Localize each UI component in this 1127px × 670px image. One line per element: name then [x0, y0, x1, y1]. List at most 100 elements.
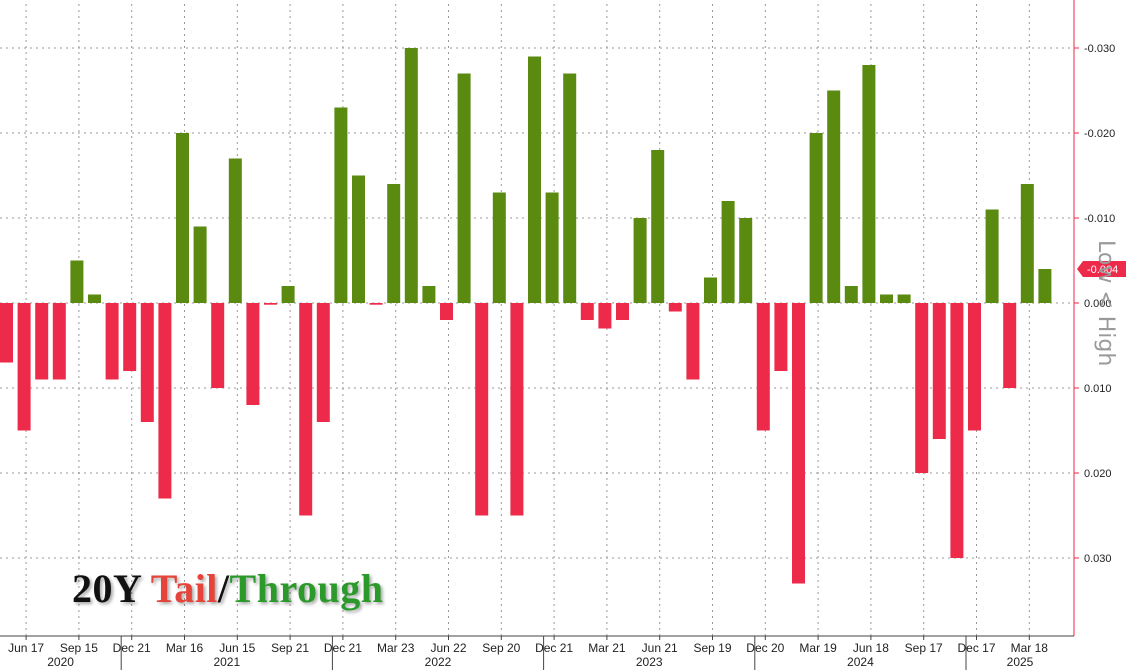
bar — [123, 303, 137, 371]
bar — [985, 209, 999, 303]
bar — [369, 303, 383, 305]
bar — [1038, 269, 1052, 303]
x-tick-label: Dec 17 — [957, 641, 995, 655]
x-tick-label: Sep 19 — [693, 641, 731, 655]
bar — [563, 73, 577, 303]
x-tick-label: Jun 21 — [642, 641, 678, 655]
bar — [844, 286, 858, 303]
bar — [158, 303, 172, 499]
axis-side-label: Low < High — [1090, 240, 1120, 410]
bar — [475, 303, 489, 516]
bar — [528, 56, 541, 303]
bar — [686, 303, 700, 380]
bar — [457, 73, 471, 303]
bar — [756, 303, 770, 431]
bar — [651, 150, 665, 303]
bar — [316, 303, 330, 422]
bar — [950, 303, 964, 558]
x-tick-label: Dec 21 — [535, 641, 573, 655]
bar — [404, 48, 418, 303]
bar — [739, 218, 753, 303]
bar — [281, 286, 295, 303]
bar — [510, 303, 524, 516]
x-tick-label: Dec 21 — [113, 641, 151, 655]
x-tick-label: Mar 21 — [588, 641, 626, 655]
y-tick-label: 0.010 — [1084, 383, 1112, 395]
x-tick-label: Jun 22 — [430, 641, 466, 655]
x-tick-label: Mar 19 — [799, 641, 837, 655]
bar — [809, 133, 823, 303]
bar — [352, 175, 365, 303]
x-tick-label: Jun 15 — [219, 641, 255, 655]
x-tick-label: Mar 23 — [377, 641, 415, 655]
bar — [52, 303, 66, 380]
last-value-tag: -0.004 — [1077, 261, 1126, 277]
bar — [70, 260, 84, 303]
bar — [704, 277, 717, 303]
x-tick-label: Dec 21 — [324, 641, 362, 655]
bar — [440, 303, 453, 320]
title-slash: / — [217, 566, 230, 611]
bar — [105, 303, 119, 380]
bar — [827, 90, 841, 303]
year-label: 2022 — [425, 655, 452, 669]
bar — [334, 107, 348, 303]
bar — [193, 226, 207, 303]
bar — [968, 303, 981, 431]
x-tick-label: Dec 20 — [746, 641, 784, 655]
x-tick-label: Sep 21 — [271, 641, 309, 655]
x-tick-label: Jun 17 — [8, 641, 44, 655]
x-tick-label: Sep 17 — [905, 641, 943, 655]
bar — [492, 192, 506, 303]
last-value-tag-bg — [1077, 261, 1126, 277]
bar — [176, 133, 189, 303]
x-tick-label: Mar 18 — [1011, 641, 1049, 655]
bar — [792, 303, 805, 584]
bar — [264, 303, 277, 305]
bar — [633, 218, 647, 303]
year-label: 2025 — [1007, 655, 1034, 669]
bar — [387, 184, 401, 303]
bar — [140, 303, 154, 422]
bar — [668, 303, 682, 312]
bar — [211, 303, 225, 388]
year-label: 2021 — [213, 655, 240, 669]
y-tick-label: 0.000 — [1084, 298, 1112, 310]
bar — [915, 303, 929, 473]
bar — [932, 303, 946, 439]
bar — [299, 303, 313, 516]
year-label: 2023 — [636, 655, 663, 669]
x-tick-label: Sep 20 — [482, 641, 520, 655]
bar — [88, 294, 101, 303]
bar — [880, 294, 893, 303]
year-label: 2020 — [47, 655, 74, 669]
y-tick-label: -0.030 — [1084, 43, 1115, 55]
bar — [246, 303, 260, 405]
bar — [862, 65, 876, 303]
y-tick-label: 0.020 — [1084, 468, 1112, 480]
y-tick-label: -0.010 — [1084, 213, 1115, 225]
x-tick-label: Jun 18 — [853, 641, 889, 655]
bar — [545, 192, 559, 303]
bar — [616, 303, 629, 320]
bar — [0, 303, 13, 363]
axis-side-label-text: Low < High — [1093, 240, 1118, 367]
bar — [774, 303, 788, 371]
bar — [580, 303, 594, 320]
bar — [897, 294, 911, 303]
title-through: Through — [229, 566, 384, 611]
bar — [598, 303, 612, 329]
year-label: 2024 — [847, 655, 874, 669]
bar — [721, 201, 735, 303]
title-tail: Tail — [150, 566, 218, 611]
bar — [422, 286, 436, 303]
last-value-label: -0.004 — [1087, 264, 1118, 276]
bar — [228, 158, 242, 303]
y-tick-label: -0.020 — [1084, 128, 1115, 140]
bar — [35, 303, 49, 380]
x-tick-label: Sep 15 — [60, 641, 98, 655]
bar — [17, 303, 31, 431]
bar — [1020, 184, 1034, 303]
